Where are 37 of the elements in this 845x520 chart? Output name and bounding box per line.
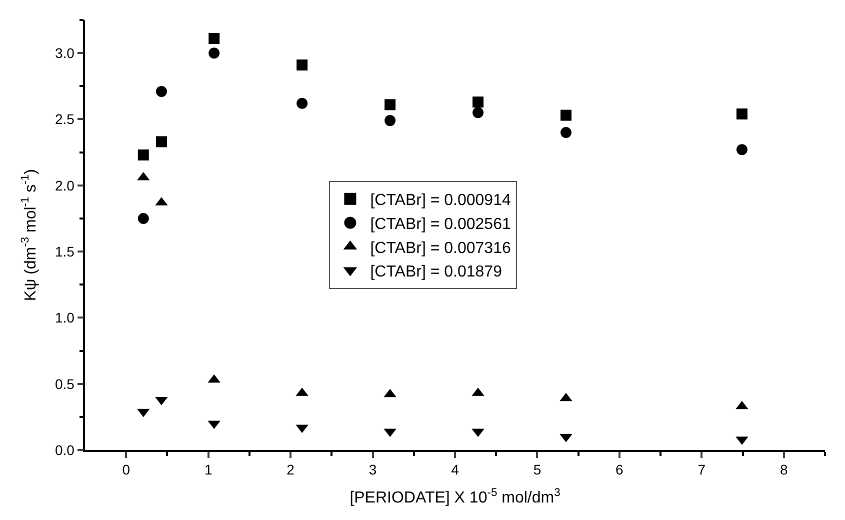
point [384, 115, 396, 126]
x-tick-label: 0 [122, 462, 130, 478]
point [384, 99, 396, 110]
x-tick-label: 2 [286, 462, 295, 478]
point [736, 144, 748, 156]
y-tick-label: 1.0 [54, 310, 75, 326]
point [736, 108, 748, 120]
point [138, 149, 149, 160]
y-tick-label: 3.0 [54, 44, 75, 61]
y-tick-label: 0.0 [54, 442, 75, 458]
legend-label: [CTABr] = 0.01879 [370, 264, 502, 281]
point [156, 136, 167, 148]
y-tick-label: 0.5 [54, 376, 75, 392]
legend-label: [CTABr] = 0.007316 [370, 240, 511, 257]
x-tick-label: 7 [698, 462, 706, 478]
point [208, 48, 220, 59]
legend-label: [CTABr] = 0.002561 [370, 216, 511, 233]
point [472, 96, 484, 108]
point [472, 107, 484, 118]
x-tick-label: 6 [616, 462, 624, 478]
x-tick-label: 5 [533, 462, 542, 478]
x-tick-label: 8 [780, 462, 788, 478]
point [156, 86, 167, 97]
point [560, 110, 572, 121]
x-axis-title: [PERIODATE] X 10$^{-5}$ mol/dm$^{3}$ [350, 487, 560, 507]
y-tick-label: 1.5 [54, 243, 75, 260]
point [208, 33, 220, 44]
point [296, 98, 308, 109]
y-tick-label: 2.0 [54, 177, 75, 194]
point [138, 212, 149, 224]
point [560, 126, 572, 138]
x-tick-label: 3 [368, 462, 377, 478]
x-tick-label: 4 [451, 462, 460, 478]
legend-label: [CTABr] = 0.000914 [370, 192, 511, 210]
y-tick-label: 2.5 [54, 111, 75, 128]
point [296, 59, 308, 70]
x-tick-label: 1 [204, 462, 212, 478]
